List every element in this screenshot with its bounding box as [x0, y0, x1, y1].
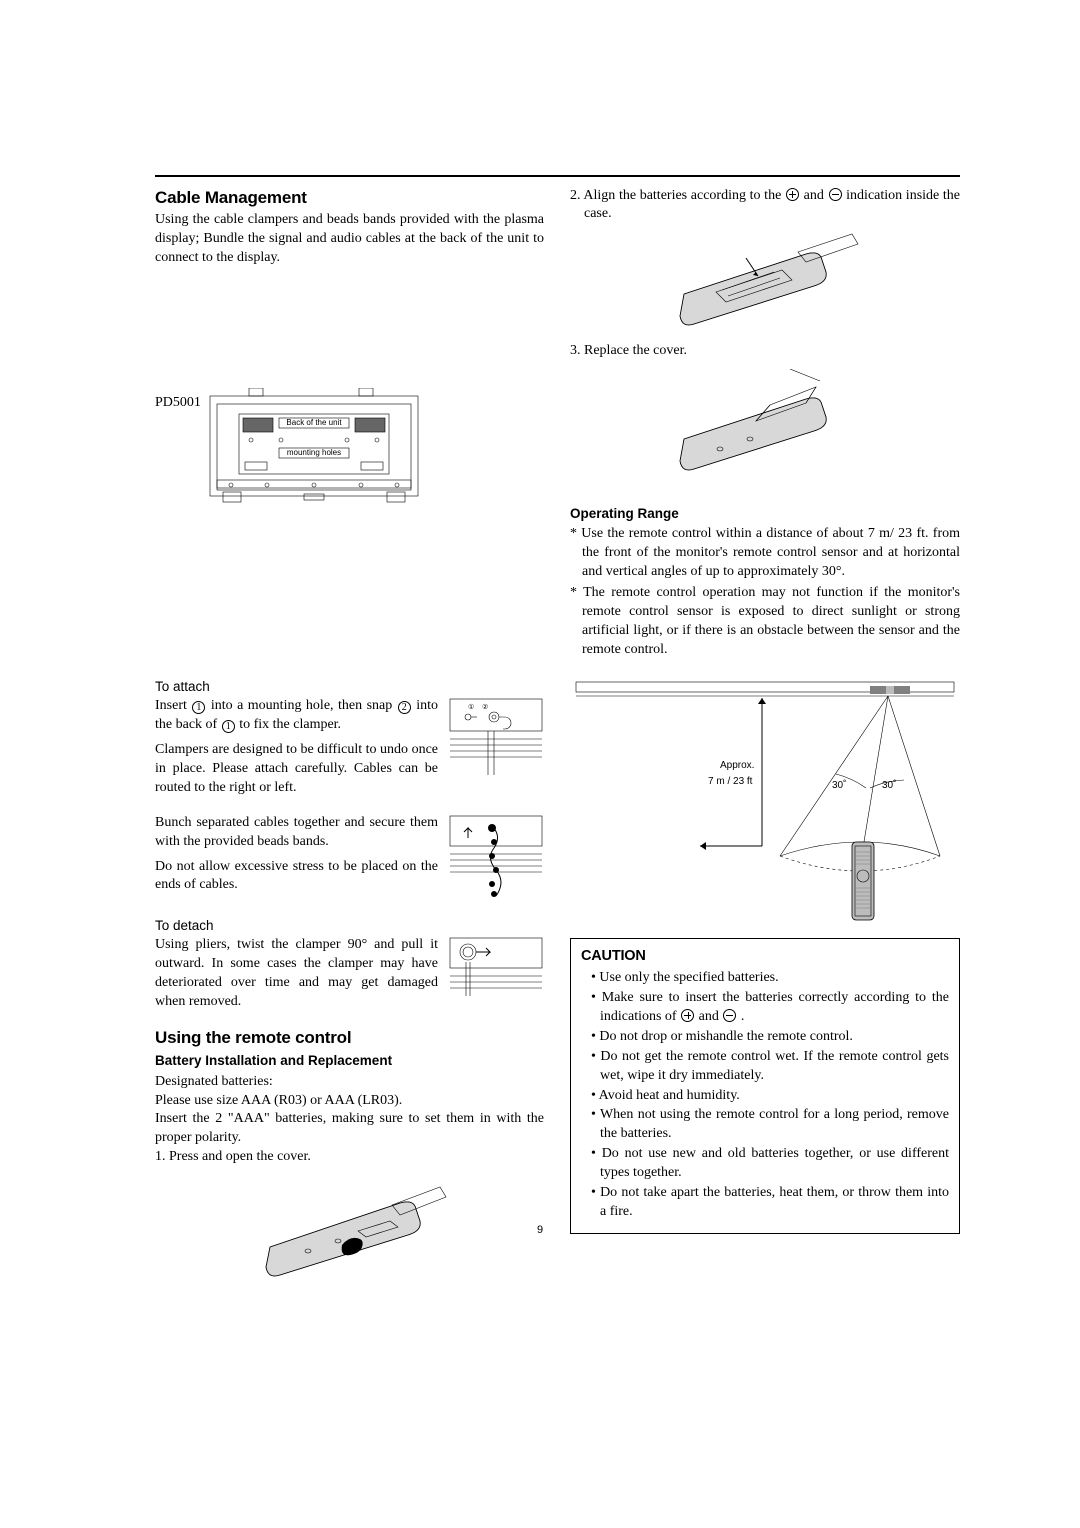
left-column: Cable Management Using the cable clamper… — [155, 187, 544, 1296]
circled-1b-icon: 1 — [222, 720, 235, 733]
caution-item-6: Do not use new and old batteries togethe… — [591, 1145, 949, 1183]
step2-b: and — [800, 188, 828, 203]
step2-a: 2. Align the batteries according to the — [570, 188, 785, 203]
bunch-paragraph-1: Bunch separated cables together and secu… — [155, 814, 438, 852]
svg-text:①: ① — [468, 703, 474, 711]
right-column: 2. Align the batteries according to the … — [570, 187, 960, 1296]
back-of-unit-label: Back of the unit — [286, 418, 342, 427]
top-rule — [155, 175, 960, 177]
attach-p1a: Insert — [155, 698, 191, 713]
batt-step1: 1. Press and open the cover. — [155, 1148, 544, 1167]
to-detach-heading: To detach — [155, 917, 544, 935]
attach-paragraph-2: Clampers are designed to be difficult to… — [155, 741, 438, 798]
caution-item-3: Do not get the remote control wet. If th… — [591, 1048, 949, 1086]
svg-text:②: ② — [482, 703, 488, 711]
caution-box: CAUTION Use only the specified batteries… — [570, 938, 960, 1234]
minus-icon — [829, 188, 842, 201]
attach-row-1: Insert 1 into a mounting hole, then snap… — [155, 697, 544, 803]
caution-item-4: Avoid heat and humidity. — [591, 1087, 949, 1106]
detach-paragraph: Using pliers, twist the clamper 90° and … — [155, 936, 438, 1012]
battery-subheading: Battery Installation and Replacement — [155, 1052, 544, 1070]
range-figure: Approx. 7 m / 23 ft 30˚ 30˚ — [570, 676, 960, 926]
deg-left-label: 30˚ — [832, 779, 846, 791]
clamper-mini-diagram: ① ② — [448, 697, 544, 803]
circled-1-icon: 1 — [192, 701, 205, 714]
caution-i1a: Make sure to insert the batteries correc… — [600, 990, 949, 1024]
caution-heading: CAUTION — [581, 947, 949, 967]
caution-list: Use only the specified batteries. Make s… — [581, 969, 949, 1222]
step2: 2. Align the batteries according to the … — [570, 187, 960, 225]
caution-item-2: Do not drop or mishandle the remote cont… — [591, 1028, 949, 1047]
remote-close-illustration — [570, 369, 960, 479]
attach-row-2: Bunch separated cables together and secu… — [155, 814, 544, 907]
model-label: PD5001 — [155, 394, 201, 413]
op-range-item-1: Use the remote control within a distance… — [570, 525, 960, 582]
caution-i1c: . — [737, 1009, 744, 1024]
beads-mini-diagram — [448, 814, 544, 907]
attach-p1d: to fix the clamper. — [236, 717, 341, 732]
caution-item-5: When not using the remote control for a … — [591, 1106, 949, 1144]
detach-mini-diagram — [448, 936, 544, 1018]
caution-item-7: Do not take apart the batteries, heat th… — [591, 1184, 949, 1222]
to-attach-heading: To attach — [155, 678, 544, 696]
caution-item-0: Use only the specified batteries. — [591, 969, 949, 988]
batt-p1: Designated batteries: — [155, 1073, 544, 1092]
op-range-item-2: The remote control operation may not fun… — [570, 584, 960, 660]
distance-label: 7 m / 23 ft — [708, 776, 753, 787]
cable-management-heading: Cable Management — [155, 187, 544, 210]
attach-p1b: into a mounting hole, then snap — [206, 698, 396, 713]
remote-batteries-illustration — [570, 232, 960, 332]
cable-management-body: Using the cable clampers and beads bands… — [155, 211, 544, 268]
mounting-holes-label: mounting holes — [287, 448, 341, 457]
caution-i1b: and — [695, 1009, 722, 1024]
batt-p3: Insert the 2 "AAA" batteries, making sur… — [155, 1110, 544, 1148]
step3: 3. Replace the cover. — [570, 342, 960, 361]
detach-row: Using pliers, twist the clamper 90° and … — [155, 936, 544, 1018]
approx-label: Approx. — [720, 760, 754, 771]
page-number: 9 — [0, 1223, 1080, 1238]
operating-range-list: Use the remote control within a distance… — [570, 525, 960, 659]
plus-icon — [786, 188, 799, 201]
plus-icon-2 — [681, 1009, 694, 1022]
two-column-layout: Cable Management Using the cable clamper… — [155, 187, 960, 1296]
attach-paragraph-1: Insert 1 into a mounting hole, then snap… — [155, 697, 438, 735]
page: Cable Management Using the cable clamper… — [0, 0, 1080, 1528]
batt-p2: Please use size AAA (R03) or AAA (LR03). — [155, 1092, 544, 1111]
bunch-paragraph-2: Do not allow excessive stress to be plac… — [155, 858, 438, 896]
operating-range-heading: Operating Range — [570, 505, 960, 523]
caution-item-1: Make sure to insert the batteries correc… — [591, 989, 949, 1027]
deg-right-label: 30˚ — [882, 779, 896, 791]
back-panel-diagram: Back of the unit mounting holes — [209, 388, 419, 508]
remote-heading: Using the remote control — [155, 1027, 544, 1050]
back-panel-figure: PD5001 Back of the unit — [155, 388, 544, 508]
minus-icon-2 — [723, 1009, 736, 1022]
circled-2-icon: 2 — [398, 701, 411, 714]
